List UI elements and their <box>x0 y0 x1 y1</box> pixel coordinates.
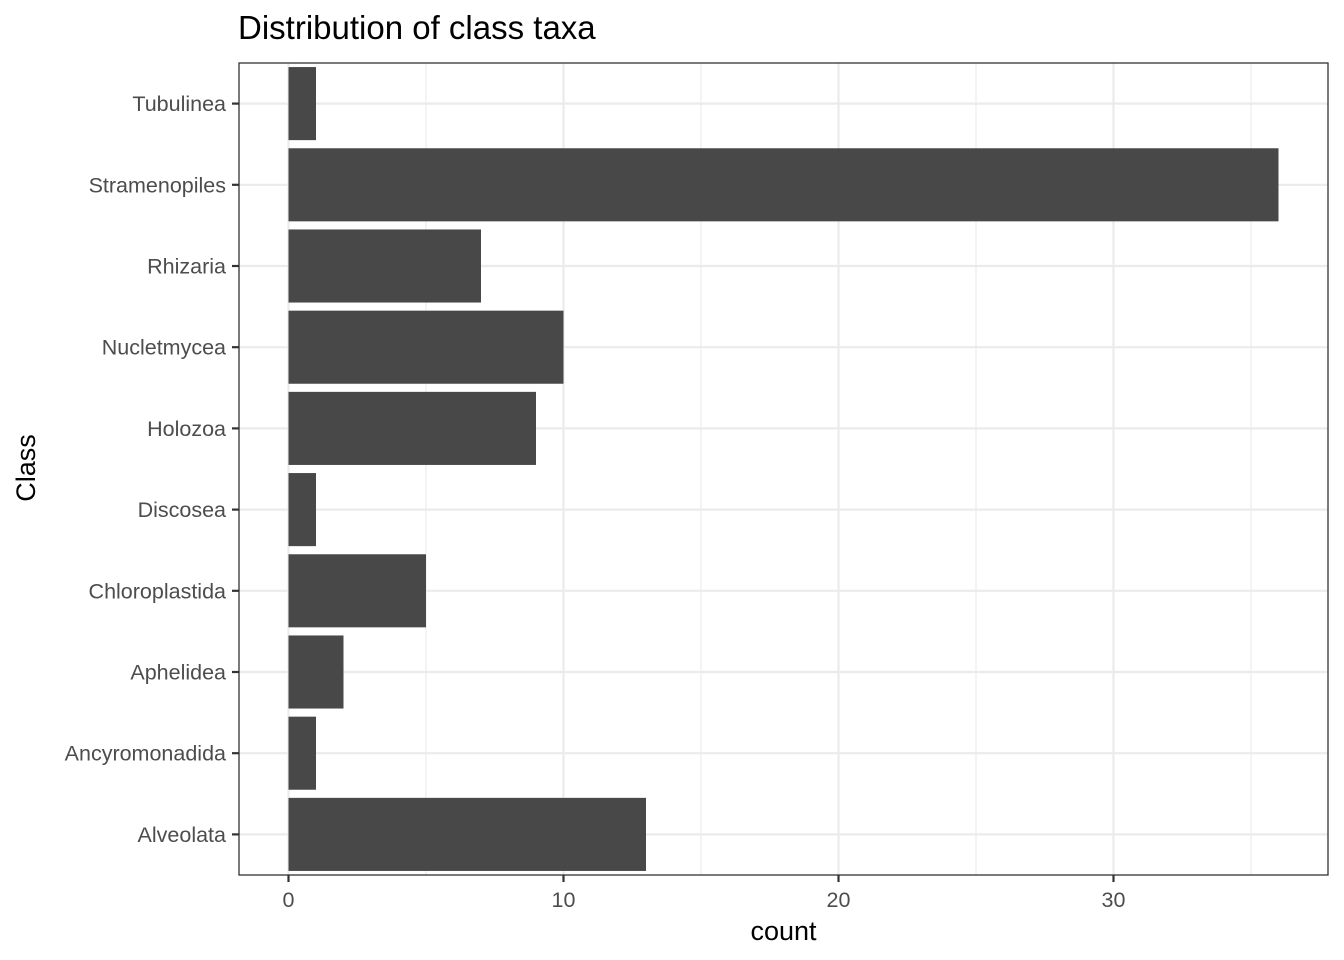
x-tick-labels: 0 10 20 30 <box>283 888 1126 912</box>
x-axis-title: count <box>750 916 817 946</box>
bar-nucletmycea <box>288 310 564 384</box>
bars <box>288 67 1279 871</box>
y-tick-label: Discosea <box>138 498 226 522</box>
y-tick-label: Stramenopiles <box>89 173 226 197</box>
x-tick-label: 20 <box>827 888 851 912</box>
y-tick-label: Rhizaria <box>147 255 226 279</box>
panel-border <box>238 62 1329 876</box>
bar-discosea <box>288 473 316 547</box>
bar-rhizaria <box>288 229 481 303</box>
y-tick-label: Alveolata <box>138 823 226 847</box>
bar-alveolata <box>288 797 646 871</box>
y-tick-labels: Alveolata Ancyromonadida Aphelidea Chloropl… <box>65 92 226 847</box>
y-tick-label: Ancyromonadida <box>65 742 226 766</box>
bar-holozoa <box>288 391 536 465</box>
y-tick-label: Aphelidea <box>130 661 226 685</box>
y-tick-label: Chloroplastida <box>89 579 226 603</box>
y-tick-label: Nucletmycea <box>102 336 226 360</box>
bar-stramenopiles <box>288 148 1279 222</box>
x-tick-label: 10 <box>552 888 576 912</box>
bar-tubulinea <box>288 67 316 141</box>
y-tick-label: Tubulinea <box>132 92 226 116</box>
bar-chloroplastida <box>288 554 426 628</box>
bar-aphelidea <box>288 635 344 709</box>
x-tick-label: 30 <box>1102 888 1126 912</box>
bar-ancyromonadida <box>288 716 316 790</box>
x-tick-label: 0 <box>283 888 295 912</box>
y-axis-title: Class <box>11 434 41 502</box>
axis-ticks <box>232 102 1115 882</box>
chart-title: Distribution of class taxa <box>238 9 596 46</box>
y-tick-label: Holozoa <box>147 417 226 441</box>
